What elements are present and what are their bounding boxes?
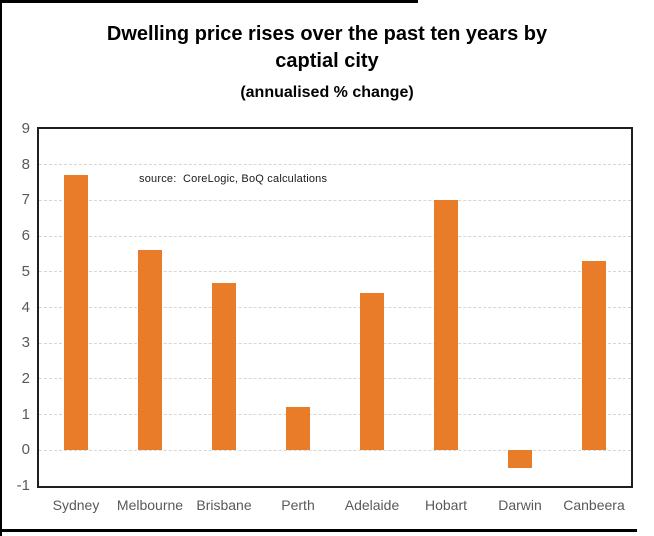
chart-subtitle: (annualised % change) [240, 84, 414, 101]
x-category-label-melbourne: Melbourne [116, 497, 184, 513]
outer-border-top [0, 0, 418, 3]
bar-darwin [508, 450, 532, 469]
plot-area: source: CoreLogic, BoQ calculations [37, 127, 633, 488]
gridline-y0 [39, 449, 631, 451]
y-tick-label-2: 2 [21, 369, 30, 387]
gridline-y1 [39, 414, 631, 416]
chart-title-line1: Dwelling price rises over the past ten y… [106, 23, 548, 45]
y-tick-label-0: 0 [21, 441, 30, 459]
gridline-y3 [39, 342, 631, 344]
bar-melbourne [138, 250, 162, 451]
gridline-y5 [39, 271, 631, 273]
x-category-label-canbeera: Canbeera [563, 497, 625, 513]
bar-hobart [434, 200, 458, 451]
bar-sydney [64, 175, 88, 451]
bar-brisbane [212, 282, 236, 451]
gridline-y7 [39, 199, 631, 201]
y-tick-label-8: 8 [21, 155, 30, 173]
chart-title-line2: captial city [275, 50, 379, 72]
gridline-y4 [39, 307, 631, 308]
outer-border-left [0, 0, 2, 536]
x-category-label-perth: Perth [281, 497, 315, 513]
bar-perth [286, 407, 310, 451]
x-category-label-adelaide: Adelaide [344, 497, 400, 513]
gridline-y8 [39, 164, 631, 166]
y-tick-label-9: 9 [21, 120, 30, 137]
y-tick-label-4: 4 [21, 298, 30, 316]
y-tick-label-6: 6 [21, 227, 30, 245]
source-note: source: CoreLogic, BoQ calculations [139, 173, 328, 185]
y-tick-label-7: 7 [21, 191, 30, 209]
bar-canbeera [582, 261, 606, 451]
chart-title: Dwelling price rises over the past ten y… [0, 21, 654, 75]
y-tick-label-5: 5 [21, 262, 30, 280]
x-category-label-sydney: Sydney [52, 497, 100, 513]
bar-adelaide [360, 293, 384, 451]
x-category-label-hobart: Hobart [424, 497, 468, 513]
x-category-label-darwin: Darwin [498, 497, 542, 513]
gridline-y2 [39, 378, 631, 380]
gridline-y6 [39, 235, 631, 237]
y-tick-label--1: -1 [16, 477, 30, 494]
x-category-label-brisbane: Brisbane [196, 497, 252, 513]
outer-border-bottom [0, 529, 637, 532]
y-tick-label-3: 3 [21, 334, 30, 352]
y-tick-label-1: 1 [21, 405, 30, 423]
